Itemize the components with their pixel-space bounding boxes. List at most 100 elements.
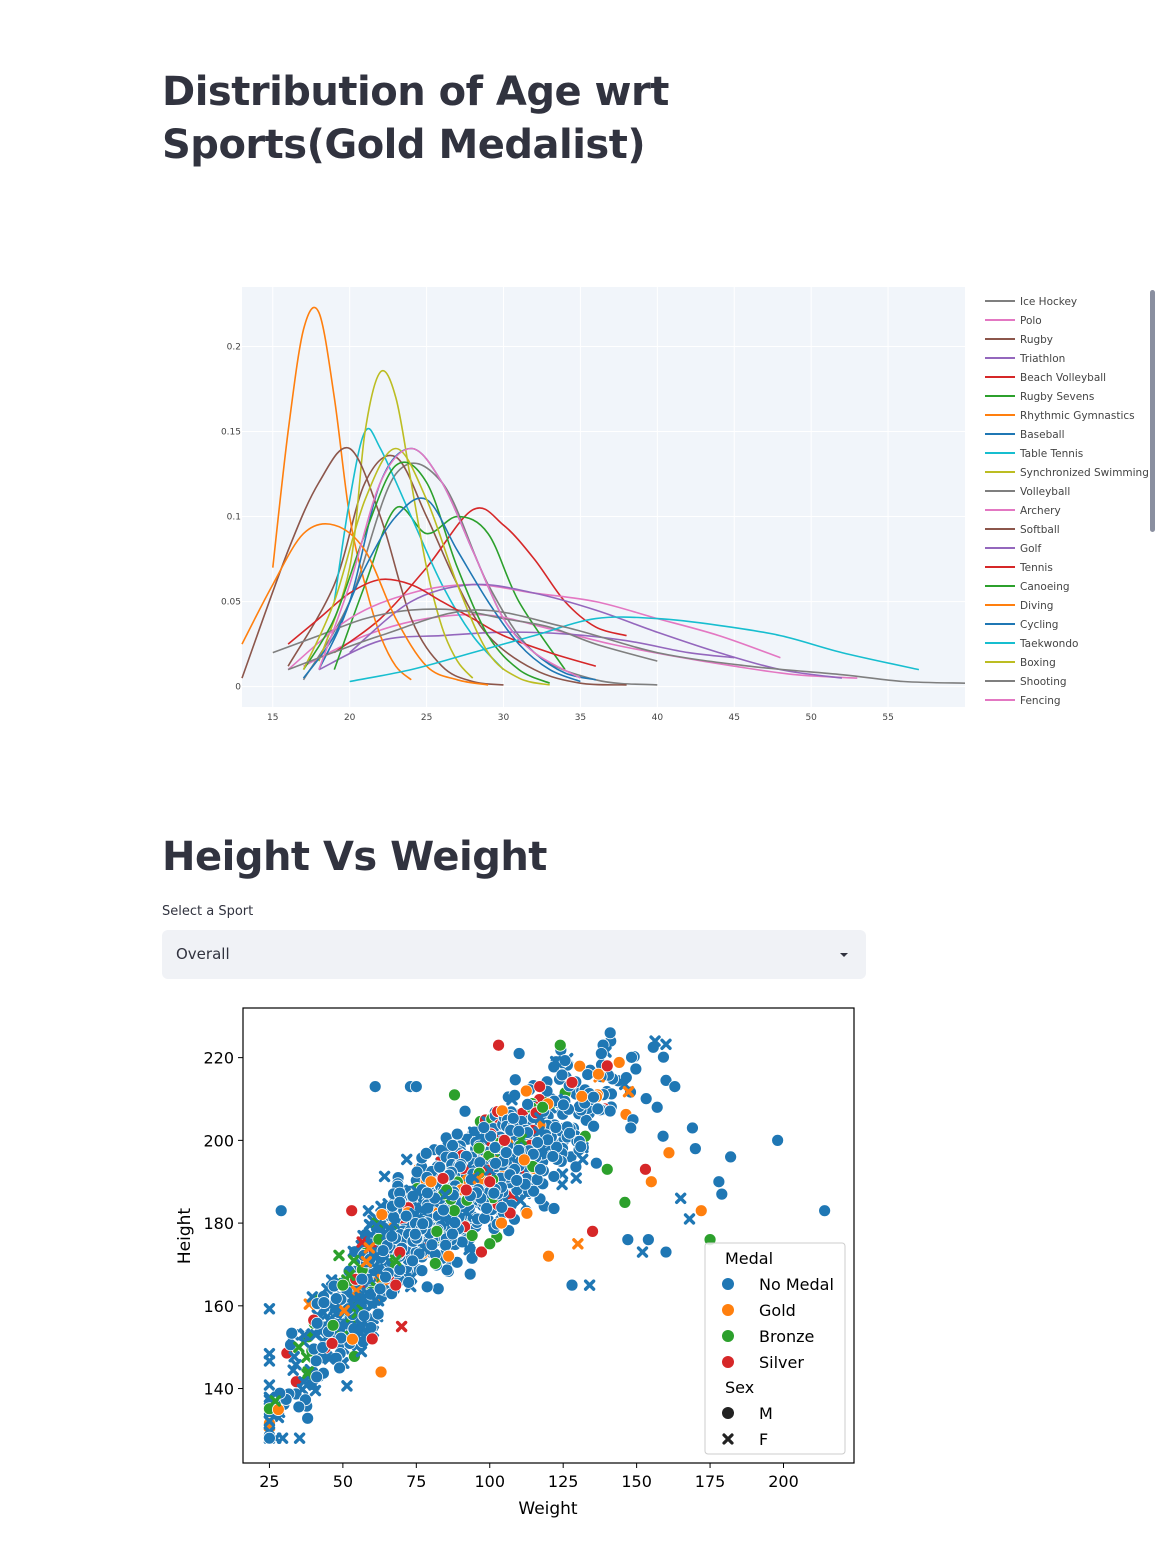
scatter-point [629,1062,643,1076]
y-tick-label: 0.15 [221,428,241,438]
scatter-point [293,1341,305,1353]
legend-item[interactable]: Table Tennis [985,448,1083,460]
legend-item[interactable]: Shooting [985,676,1067,688]
legend-item[interactable]: Taekwondo [985,638,1078,650]
legend-item[interactable]: Baseball [985,429,1065,441]
scatter-point [668,1080,682,1093]
scatter-point [621,1233,635,1247]
x-tick-label: 50 [805,713,817,720]
legend-item[interactable]: Triathlon [985,353,1065,365]
scatter-point [533,1162,547,1176]
legend-label: Ice Hockey [1020,296,1077,308]
scatter-point [428,1257,442,1270]
x-tick-label: 150 [621,1472,652,1491]
y-tick-label: 0 [235,683,241,693]
scatter-point [373,1282,387,1296]
scatter-point [546,1150,560,1163]
legend-label: Table Tennis [1019,448,1083,460]
scatter-point [370,1219,383,1232]
scatter-point [368,1080,382,1093]
legend-item[interactable]: Golf [985,543,1041,555]
legend-item[interactable]: Softball [985,524,1060,536]
scatter-point [659,1073,673,1087]
legend-label: F [759,1430,768,1449]
scatter-point [724,1150,738,1164]
scatter-point [437,1203,450,1217]
scatter-point [355,1345,368,1358]
legend-label: Golf [1020,543,1041,555]
legend-item[interactable]: Synchronized Swimming [985,467,1149,479]
height-weight-chart[interactable]: 25 50 75 100 125 150 175 200 140 160 180 200 220 We… [160,995,870,1525]
scatter-point [533,1126,545,1138]
legend-item[interactable]: Beach Volleyball [985,372,1106,384]
scatter-point [368,1251,381,1263]
legend-label: Archery [1020,505,1061,517]
scatter-point [694,1204,708,1218]
scatter-point [460,1206,473,1218]
legend-item[interactable]: Canoeing [985,581,1070,593]
scatter-point [472,1141,486,1155]
scatter-point [433,1160,447,1174]
legend-marker [722,1278,734,1290]
scatter-point [480,1201,494,1215]
legend-label: Synchronized Swimming [1020,467,1149,479]
scatter-point [510,1174,524,1187]
legend-item[interactable]: Boxing [985,657,1056,669]
legend-item[interactable]: Tennis [985,562,1053,574]
legend-item[interactable]: Rugby Sevens [985,391,1094,403]
scrollbar-thumb[interactable] [1150,290,1155,532]
series-line [287,609,966,684]
select-sport-label: Select a Sport [162,904,254,919]
scatter-point [263,1355,276,1367]
scatter-point [420,1280,434,1294]
x-tick-label: 15 [267,713,278,720]
legend-item[interactable]: Volleyball [985,486,1070,498]
scatter-points [263,1026,832,1445]
scatter-point [300,1351,313,1363]
scatter-point [389,1278,403,1292]
series-line [241,522,489,686]
legend-item[interactable]: Archery [985,505,1061,517]
legend-label: Rhythmic Gymnastics [1020,410,1135,422]
scatter-point [517,1153,531,1167]
legend-item[interactable]: Fencing [985,695,1061,707]
scatter-point [498,1133,511,1147]
legend-item[interactable]: Rhythmic Gymnastics [985,410,1135,422]
legend-item[interactable]: Polo [985,315,1042,327]
scatter-point [549,1121,563,1134]
scatter-point [325,1337,339,1350]
scatter-point [636,1246,649,1258]
scatter-point [363,1242,376,1254]
scatter-point [531,1136,544,1149]
scatter-point [533,1080,547,1093]
scatter-point [442,1249,456,1263]
scatter-point [573,1059,587,1073]
legend-item[interactable]: Cycling [985,619,1058,631]
series-line [318,447,581,679]
age-distribution-chart[interactable]: 15 20 25 30 35 40 45 50 55 0 0.05 0.1 0.15 0.2 Ice H… [200,280,1155,720]
scatter-point [563,1126,576,1140]
legend-item[interactable]: Ice Hockey [985,296,1077,308]
scatter-point [360,1256,372,1268]
scatter-point [818,1204,832,1218]
scatter-point [712,1175,726,1189]
x-tick-label: 200 [768,1472,799,1491]
legend-item[interactable]: Rugby [985,334,1053,346]
scatter-point [583,1279,596,1291]
scatter-point [293,1432,306,1444]
scatter-point [656,1129,670,1143]
scatter-point [446,1138,459,1152]
sport-select-value: Overall [176,945,230,963]
legend[interactable]: Ice Hockey Polo Rugby Triathlon Beach Volley… [985,296,1149,707]
scatter-point [328,1303,340,1316]
scatter-point [333,1249,345,1262]
legend-label: Polo [1020,315,1042,327]
scatter-point [536,1100,550,1114]
scatter-point [688,1142,702,1156]
scatter-point [639,1092,653,1106]
sport-select[interactable]: Overall [162,930,866,979]
scatter-point [358,1292,370,1305]
legend-item[interactable]: Diving [985,600,1053,612]
scatter-point [310,1370,324,1384]
scatter-point [420,1186,434,1200]
